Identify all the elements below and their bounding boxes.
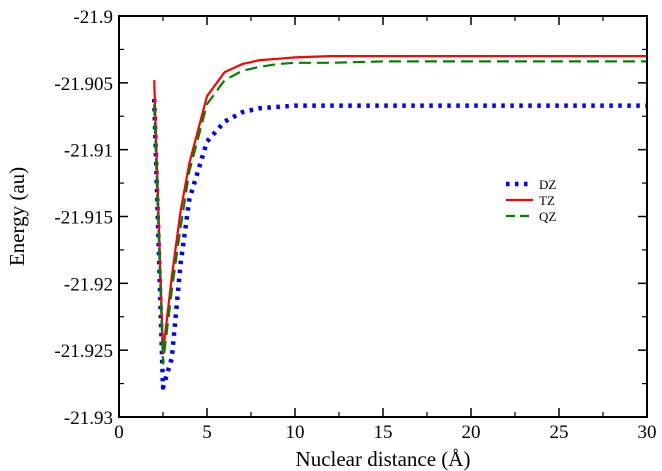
x-tick-label: 5: [202, 422, 212, 443]
y-tick-label: -21.925: [54, 341, 113, 362]
plot-frame: [118, 15, 648, 418]
y-tick-label: -21.905: [54, 74, 113, 95]
ticks-layer: 0 5 10 15 20 25 30 -21.93 -21.925 -21.92 -21.915 -2…: [54, 7, 656, 443]
x-axis-label: Nuclear distance (Å): [296, 447, 471, 471]
y-tick-label: -21.9: [73, 7, 113, 28]
series-line-qz: [153, 60, 647, 365]
x-tick-label: 0: [114, 422, 124, 443]
series-line-dz: [151, 98, 647, 390]
legend-label-tz: TZ: [539, 193, 555, 208]
y-axis-label: Energy (au): [5, 167, 29, 266]
series-line-tz: [153, 54, 647, 354]
legend-label-dz: DZ: [539, 177, 556, 192]
series-layer: [151, 54, 647, 390]
x-tick-label: 20: [462, 422, 481, 443]
y-tick-label: -21.91: [64, 141, 113, 162]
x-tick-label: 10: [286, 422, 305, 443]
x-tick-label: 15: [374, 422, 393, 443]
y-tick-label: -21.92: [64, 274, 113, 295]
y-tick-label: -21.93: [64, 408, 113, 429]
y-tick-label: -21.915: [54, 208, 113, 229]
legend-label-qz: QZ: [539, 209, 556, 224]
x-tick-label: 25: [550, 422, 569, 443]
x-tick-label: 30: [638, 422, 657, 443]
